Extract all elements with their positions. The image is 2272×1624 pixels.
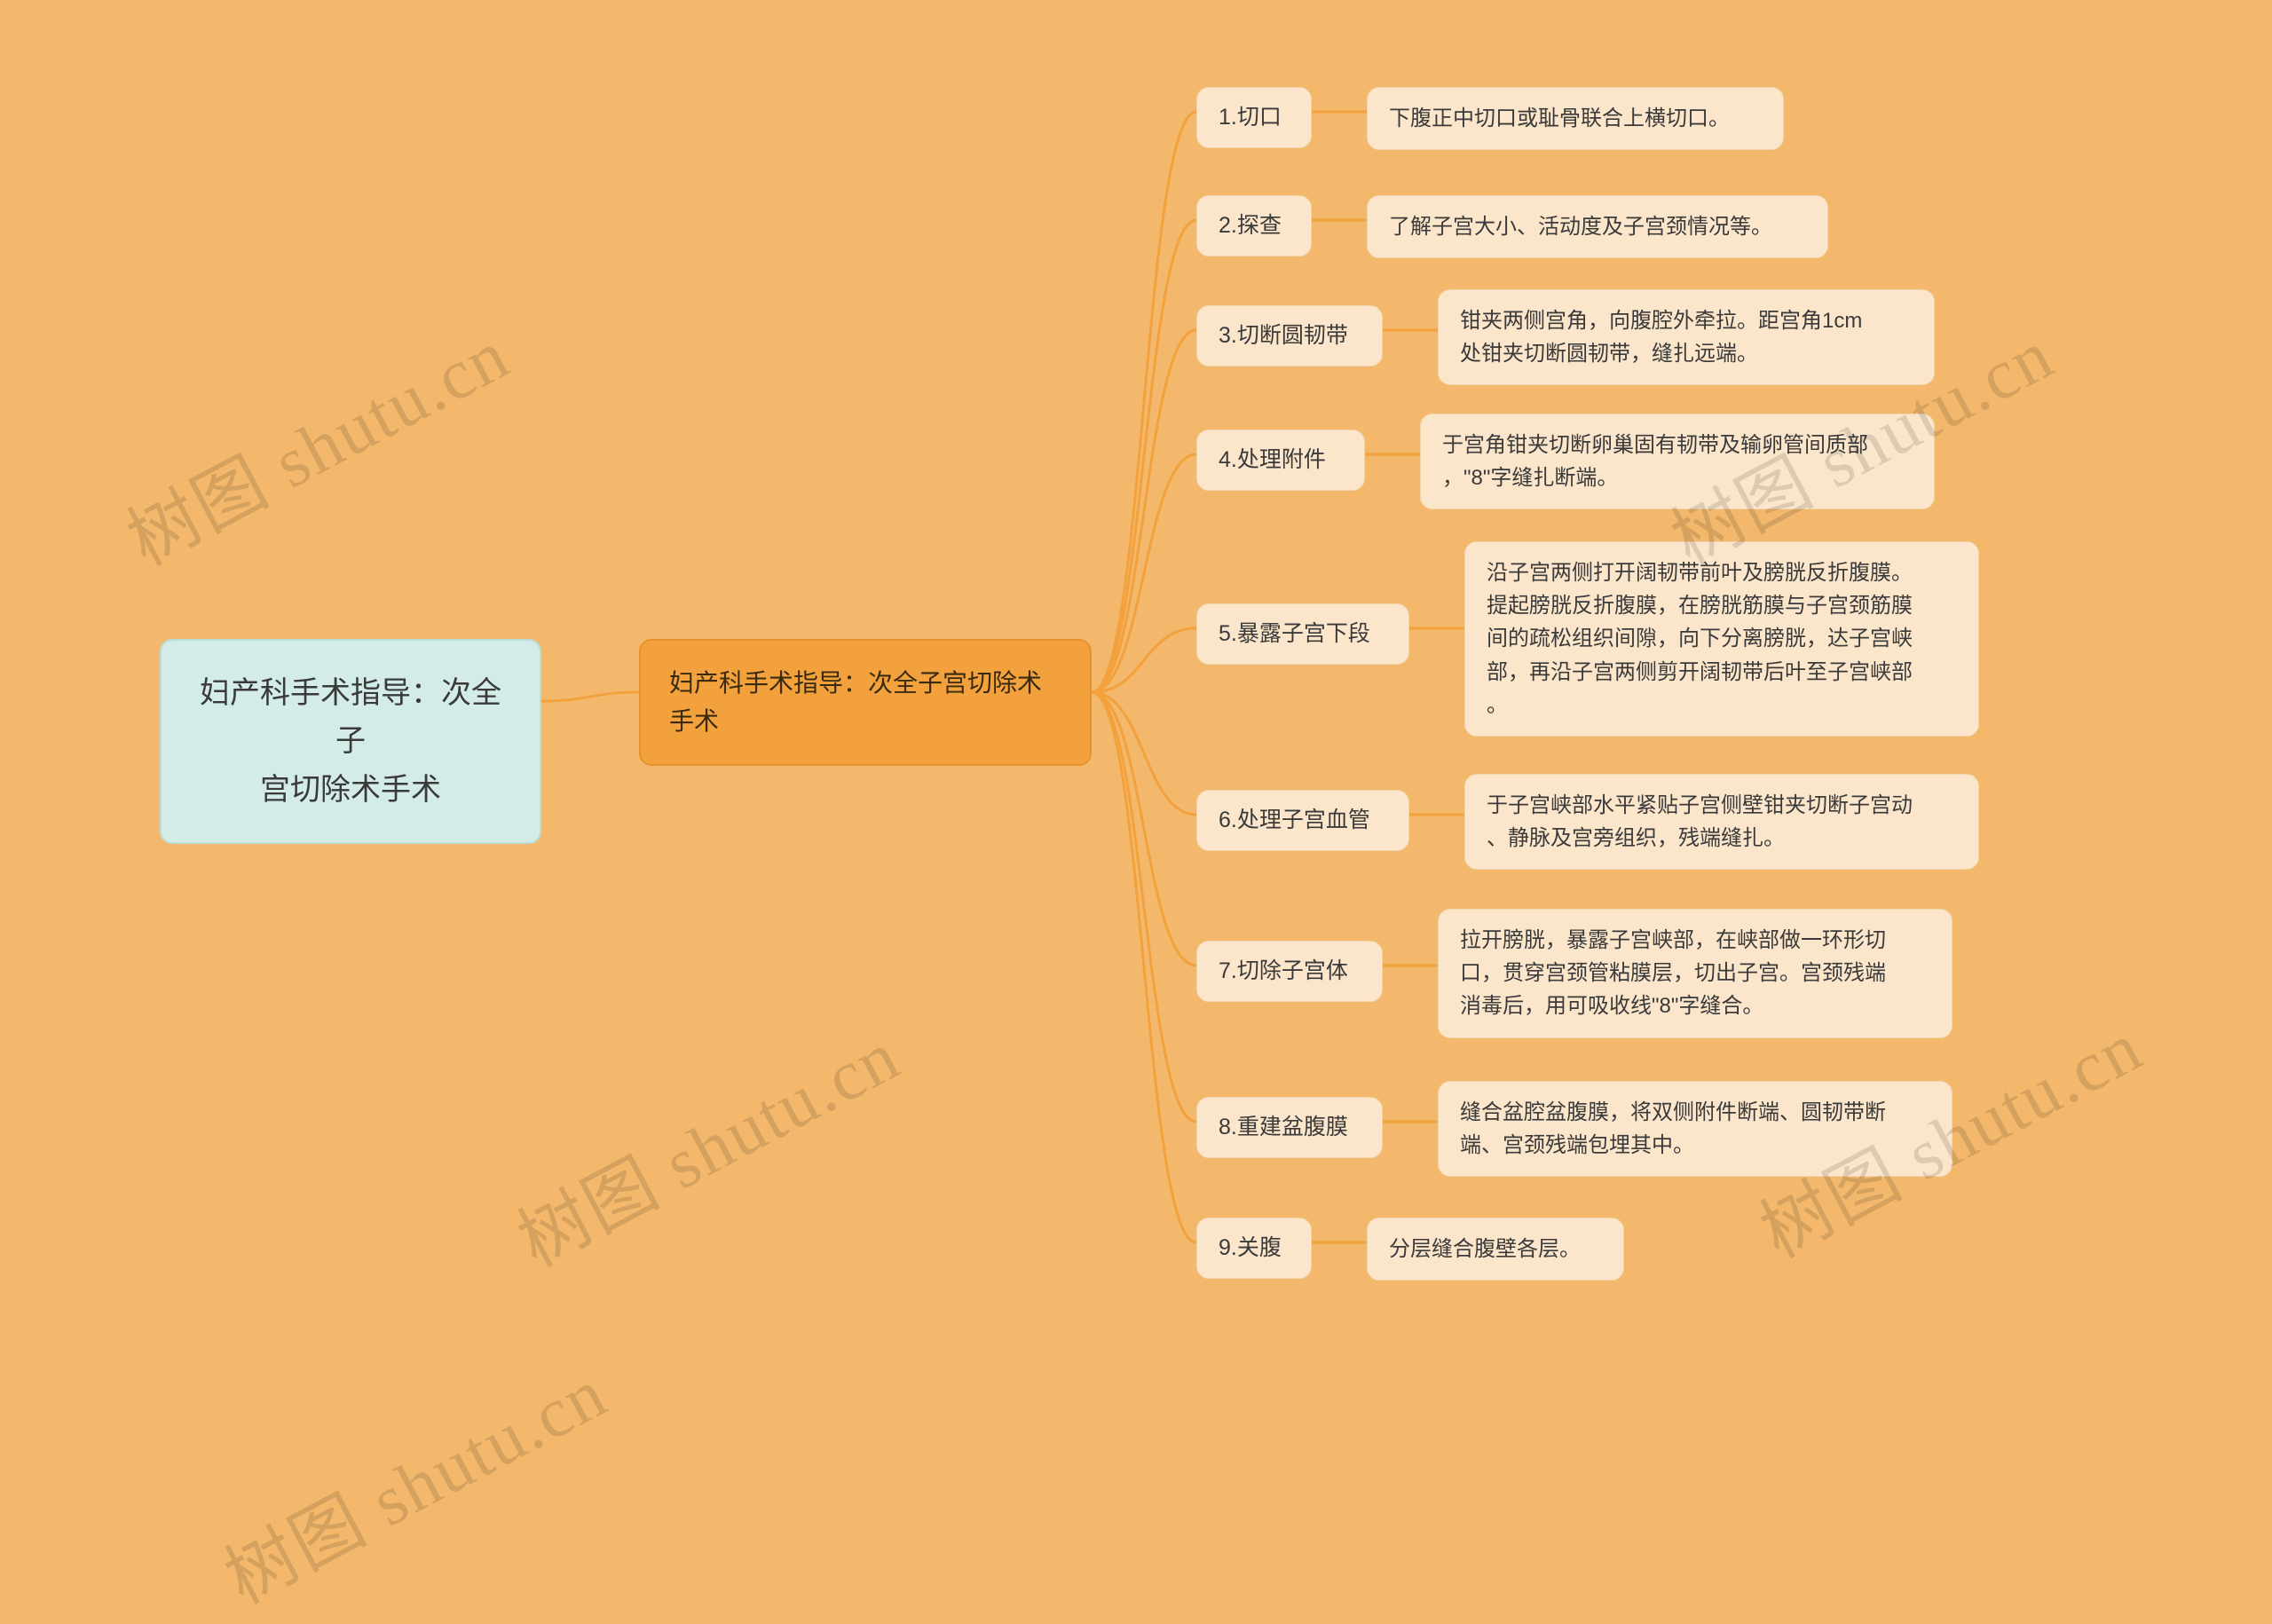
step-6-label: 6.处理子宫血管 xyxy=(1196,790,1409,851)
step-3-label: 3.切断圆韧带 xyxy=(1196,305,1383,367)
step-8-detail: 缝合盆腔盆腹膜，将双侧附件断端、圆韧带断端、宫颈残端包埋其中。 xyxy=(1438,1081,1952,1177)
step-2-label: 2.探查 xyxy=(1196,195,1312,256)
step-8-label: 8.重建盆腹膜 xyxy=(1196,1097,1383,1158)
step-5-detail: 沿子宫两侧打开阔韧带前叶及膀胱反折腹膜。提起膀胱反折腹膜，在膀胱筋膜与子宫颈筋膜… xyxy=(1464,541,1979,737)
root-node: 妇产科手术指导：次全子宫切除术手术 xyxy=(160,639,541,844)
watermark: 树图 shutu.cn xyxy=(204,1336,621,1623)
step-3-detail: 钳夹两侧宫角，向腹腔外牵拉。距宫角1cm处钳夹切断圆韧带，缝扎远端。 xyxy=(1438,289,1935,385)
topic-node: 妇产科手术指导：次全子宫切除术手术 xyxy=(639,639,1092,766)
step-1-label: 1.切口 xyxy=(1196,87,1312,148)
step-4-detail: 于宫角钳夹切断卵巢固有韧带及输卵管间质部，"8"字缝扎断端。 xyxy=(1420,414,1935,509)
step-9-label: 9.关腹 xyxy=(1196,1218,1312,1279)
step-1-detail: 下腹正中切口或耻骨联合上横切口。 xyxy=(1367,87,1784,150)
step-7-label: 7.切除子宫体 xyxy=(1196,941,1383,1002)
step-7-detail: 拉开膀胱，暴露子宫峡部，在峡部做一环形切口，贯穿宫颈管粘膜层，切出子宫。宫颈残端… xyxy=(1438,909,1952,1038)
watermark: 树图 shutu.cn xyxy=(106,298,524,585)
step-4-label: 4.处理附件 xyxy=(1196,430,1365,491)
step-5-label: 5.暴露子宫下段 xyxy=(1196,603,1409,665)
step-9-detail: 分层缝合腹壁各层。 xyxy=(1367,1218,1624,1281)
step-6-detail: 于子宫峡部水平紧贴子宫侧壁钳夹切断子宫动、静脉及宫旁组织，残端缝扎。 xyxy=(1464,774,1979,870)
watermark: 树图 shutu.cn xyxy=(497,999,914,1286)
step-2-detail: 了解子宫大小、活动度及子宫颈情况等。 xyxy=(1367,195,1828,258)
